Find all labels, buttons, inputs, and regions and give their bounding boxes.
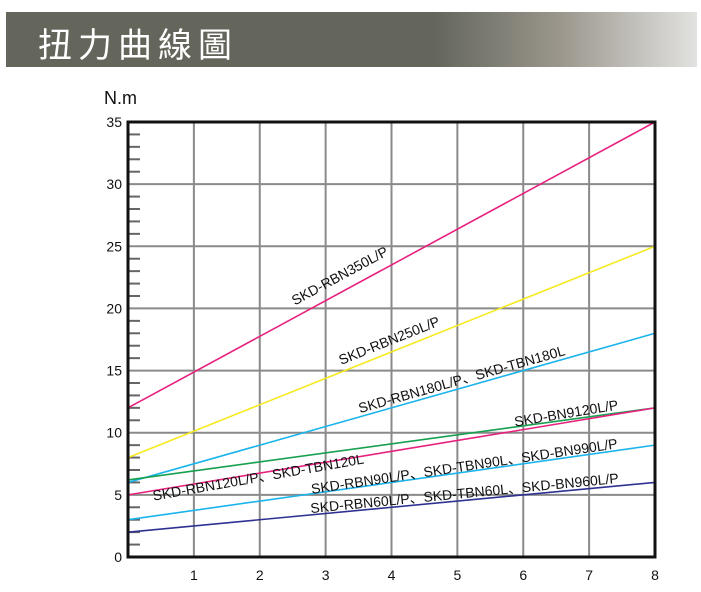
series-line-2 [127,332,656,484]
x-tick-label: 7 [585,567,593,583]
series-line-6 [127,481,656,533]
x-tick-label: 6 [519,567,527,583]
series-label-rbn250: SKD-RBN250L/P [336,313,442,368]
y-tick-label: 0 [114,549,122,565]
series-line-4 [127,407,656,496]
y-tick-label: 30 [106,176,122,192]
y-tick-label: 10 [106,425,122,441]
y-tick-label: 25 [106,238,122,254]
title-banner: 扭力曲線圖 [6,12,697,67]
y-tick-label: 35 [106,114,122,130]
series-label-rbn350: SKD-RBN350L/P [289,243,391,308]
y-tick-label: 15 [106,363,122,379]
series-line-5 [127,444,656,521]
x-tick-label: 2 [256,567,264,583]
x-tick-label: 8 [651,567,659,583]
page-title: 扭力曲線圖 [38,26,238,66]
y-axis-label: N.m [104,88,137,108]
series-label-bn9120: SKD-BN9120L/P [513,397,619,430]
x-tick-label: 4 [388,567,396,583]
y-tick-label: 20 [106,300,122,316]
y-tick-label: 5 [114,487,122,503]
series-line-3 [127,407,656,481]
x-tick-label: 5 [453,567,461,583]
series-line-0 [127,121,656,409]
x-tick-label: 1 [190,567,198,583]
plot-frame [126,120,657,559]
x-tick-label: 3 [322,567,330,583]
series-line-1 [127,245,656,459]
